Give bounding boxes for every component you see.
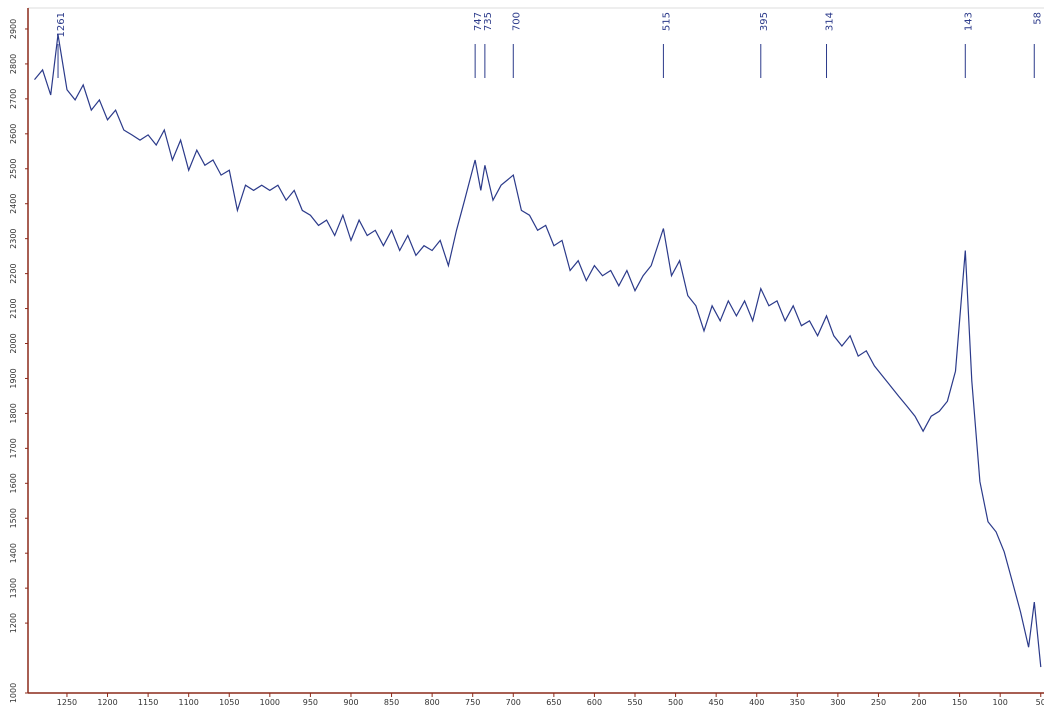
x-tick-label: 1000 — [260, 698, 280, 707]
y-tick-label: 1900 — [9, 368, 18, 388]
y-tick-label: 1800 — [9, 403, 18, 423]
x-tick-label: 1050 — [219, 698, 239, 707]
y-tick-label: 2900 — [9, 19, 18, 39]
peak-label: 1261 — [56, 12, 67, 37]
y-tick-label: 2500 — [9, 159, 18, 179]
y-tick-label: 1200 — [9, 613, 18, 633]
x-tick-label: 50 — [1036, 698, 1044, 707]
y-tick-label: 1500 — [9, 508, 18, 528]
x-tick-label: 900 — [343, 698, 358, 707]
x-tick-label: 400 — [749, 698, 764, 707]
peak-label: 143 — [963, 12, 974, 31]
x-tick-label: 500 — [668, 698, 683, 707]
x-tick-label: 200 — [911, 698, 926, 707]
x-tick-label: 600 — [587, 698, 602, 707]
y-tick-label: 1700 — [9, 438, 18, 458]
x-tick-label: 800 — [424, 698, 439, 707]
x-tick-label: 950 — [303, 698, 318, 707]
x-tick-label: 250 — [871, 698, 886, 707]
x-tick-label: 1200 — [97, 698, 117, 707]
y-tick-label: 1000 — [9, 683, 18, 703]
y-tick-label: 2700 — [9, 89, 18, 109]
x-tick-label: 850 — [384, 698, 399, 707]
peak-label: 395 — [759, 12, 770, 31]
x-tick-label: 100 — [993, 698, 1008, 707]
peak-label: 515 — [661, 12, 672, 31]
y-tick-label: 1400 — [9, 543, 18, 563]
peak-label: 58 — [1032, 12, 1043, 25]
x-tick-label: 550 — [627, 698, 642, 707]
peak-label: 314 — [825, 12, 836, 31]
y-tick-label: 2400 — [9, 194, 18, 214]
y-tick-label: 2000 — [9, 333, 18, 353]
y-tick-label: 1300 — [9, 578, 18, 598]
y-tick-label: 1600 — [9, 473, 18, 493]
spectrum-line — [34, 34, 1042, 668]
y-tick-label: 2100 — [9, 298, 18, 318]
peak-label: 735 — [483, 12, 494, 31]
y-tick-label: 2200 — [9, 263, 18, 283]
x-tick-label: 1100 — [178, 698, 198, 707]
x-tick-label: 700 — [506, 698, 521, 707]
x-tick-label: 150 — [952, 698, 967, 707]
x-tick-label: 1250 — [57, 698, 77, 707]
y-tick-label: 2600 — [9, 124, 18, 144]
x-tick-label: 350 — [790, 698, 805, 707]
peak-label: 747 — [473, 12, 484, 31]
x-tick-label: 450 — [709, 698, 724, 707]
x-tick-label: 1150 — [138, 698, 158, 707]
x-tick-label: 750 — [465, 698, 480, 707]
y-tick-label: 2300 — [9, 228, 18, 248]
y-tick-label: 2800 — [9, 54, 18, 74]
x-tick-label: 650 — [546, 698, 561, 707]
x-tick-label: 300 — [830, 698, 845, 707]
peak-label: 700 — [511, 12, 522, 31]
